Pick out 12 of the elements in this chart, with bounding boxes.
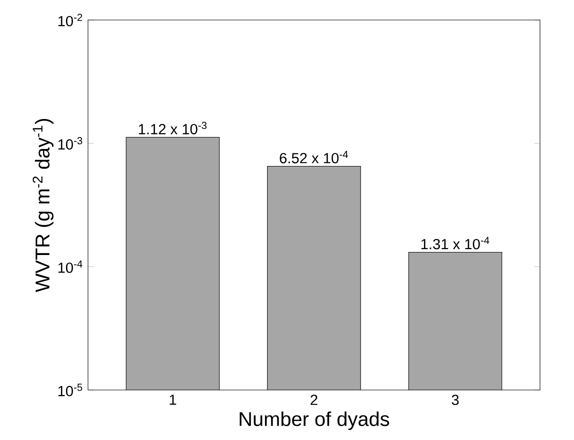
y-tick-label: 10$^{-5}$ — [58, 384, 82, 396]
y-axis-title: WVTR (g m$^{-2}$ day$^{-1}$) — [32, 119, 54, 292]
data-label: 1.31 x 10$^{-4}$ — [421, 236, 490, 250]
x-tick-label: 2 — [310, 394, 318, 405]
data-label: 6.52 x 10$^{-4}$ — [280, 150, 348, 164]
y-tick-label: 10$^{-4}$ — [58, 260, 82, 273]
data-label: 1.12 x 10$^{-3}$ — [138, 122, 207, 134]
x-tick-label: 1 — [170, 394, 176, 405]
x-axis-title: Number of dyads — [240, 412, 390, 430]
x-tick-label: 3 — [452, 394, 459, 406]
y-tick-label: 10$^{-3}$ — [58, 137, 82, 150]
y-tick-label: 10$^{-2}$ — [58, 14, 82, 26]
